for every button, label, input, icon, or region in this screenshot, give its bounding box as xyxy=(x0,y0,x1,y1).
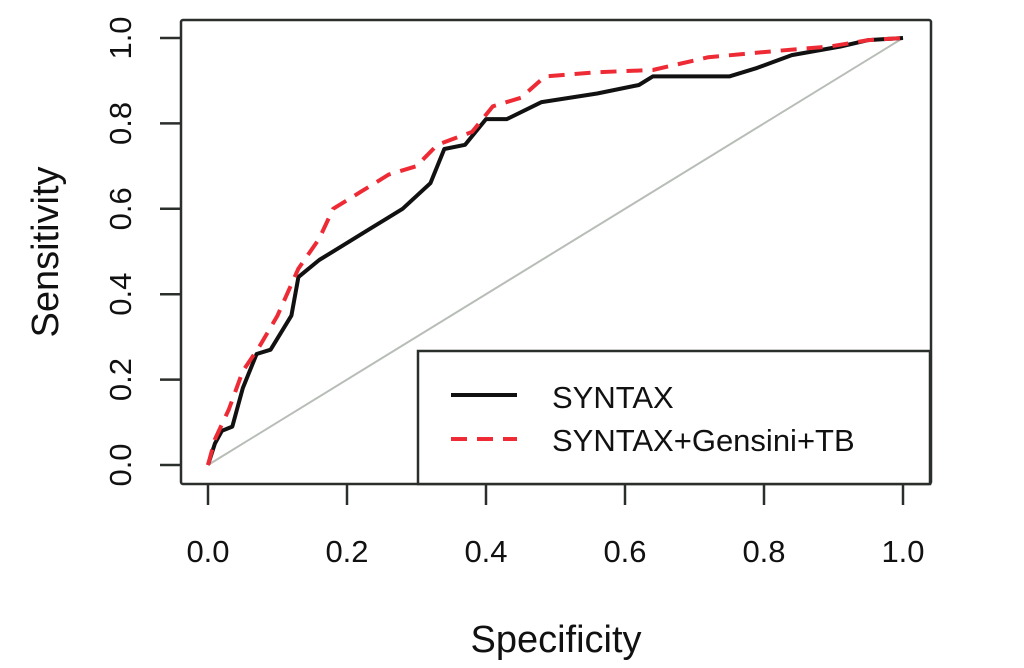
series-layer xyxy=(206,36,904,466)
x-axis: 0.0 0.2 0.4 0.6 0.8 1.0 xyxy=(186,484,925,569)
y-tick-label: 0.8 xyxy=(103,102,138,145)
y-tick-label: 0.4 xyxy=(103,273,138,316)
legend-label-syntax: SYNTAX xyxy=(552,380,674,415)
x-tick-label: 0.6 xyxy=(603,534,646,569)
x-tick-label: 0.8 xyxy=(742,534,785,569)
series-line-syntax-gensini-tb xyxy=(206,36,904,466)
y-tick-label: 1.0 xyxy=(103,16,138,59)
legend-label-syntax-gensini-tb: SYNTAX+Gensini+TB xyxy=(552,423,855,458)
x-axis-label: Specificity xyxy=(470,619,641,661)
y-axis: 0.0 0.2 0.4 0.6 0.8 1.0 xyxy=(103,16,181,487)
y-tick-label: 0.2 xyxy=(103,358,138,401)
y-tick-label: 0.6 xyxy=(103,187,138,230)
y-tick-label: 0.0 xyxy=(103,443,138,486)
x-tick-label: 0.4 xyxy=(464,534,507,569)
x-tick-label: 0.0 xyxy=(186,534,229,569)
reference-diagonal-line xyxy=(207,37,904,466)
legend-box xyxy=(416,349,932,486)
y-axis-label: Sensitivity xyxy=(25,166,67,337)
legend: SYNTAX SYNTAX+Gensini+TB xyxy=(416,349,932,486)
x-tick-label: 1.0 xyxy=(881,534,924,569)
x-tick-label: 0.2 xyxy=(325,534,368,569)
series-line-syntax xyxy=(206,36,904,466)
